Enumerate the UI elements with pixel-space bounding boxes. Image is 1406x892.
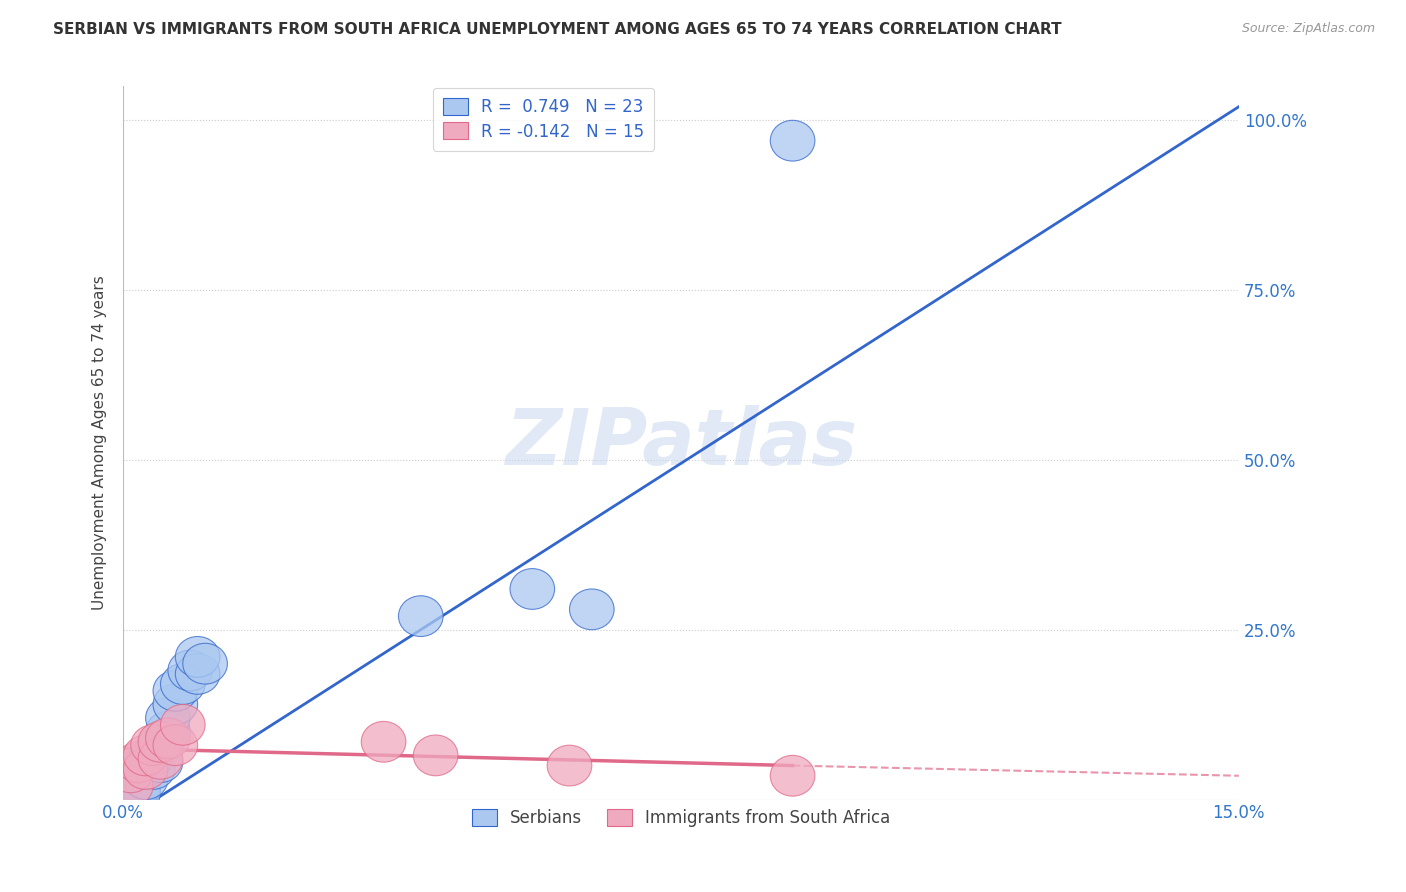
Ellipse shape xyxy=(115,742,160,782)
Ellipse shape xyxy=(115,765,160,806)
Ellipse shape xyxy=(138,725,183,765)
Ellipse shape xyxy=(153,684,198,725)
Ellipse shape xyxy=(770,756,815,797)
Ellipse shape xyxy=(176,654,219,694)
Ellipse shape xyxy=(153,671,198,711)
Ellipse shape xyxy=(124,735,167,776)
Ellipse shape xyxy=(138,739,183,779)
Ellipse shape xyxy=(146,711,190,752)
Text: ZIPatlas: ZIPatlas xyxy=(505,405,858,481)
Ellipse shape xyxy=(108,752,153,793)
Ellipse shape xyxy=(176,637,219,677)
Ellipse shape xyxy=(153,725,198,765)
Ellipse shape xyxy=(108,776,153,816)
Ellipse shape xyxy=(361,722,406,762)
Ellipse shape xyxy=(131,748,176,789)
Ellipse shape xyxy=(124,748,167,789)
Ellipse shape xyxy=(138,742,183,782)
Ellipse shape xyxy=(131,725,176,765)
Ellipse shape xyxy=(108,765,153,806)
Ellipse shape xyxy=(167,650,212,690)
Ellipse shape xyxy=(569,589,614,630)
Ellipse shape xyxy=(146,698,190,739)
Ellipse shape xyxy=(770,120,815,161)
Ellipse shape xyxy=(124,759,167,799)
Legend: Serbians, Immigrants from South Africa: Serbians, Immigrants from South Africa xyxy=(465,803,897,834)
Ellipse shape xyxy=(124,745,167,786)
Ellipse shape xyxy=(146,718,190,759)
Ellipse shape xyxy=(160,705,205,745)
Ellipse shape xyxy=(131,735,176,776)
Ellipse shape xyxy=(108,769,153,810)
Text: Source: ZipAtlas.com: Source: ZipAtlas.com xyxy=(1241,22,1375,36)
Ellipse shape xyxy=(510,568,554,609)
Text: SERBIAN VS IMMIGRANTS FROM SOUTH AFRICA UNEMPLOYMENT AMONG AGES 65 TO 74 YEARS C: SERBIAN VS IMMIGRANTS FROM SOUTH AFRICA … xyxy=(53,22,1062,37)
Ellipse shape xyxy=(413,735,458,776)
Ellipse shape xyxy=(183,643,228,684)
Ellipse shape xyxy=(398,596,443,637)
Ellipse shape xyxy=(160,664,205,705)
Ellipse shape xyxy=(115,772,160,814)
Ellipse shape xyxy=(138,722,183,762)
Ellipse shape xyxy=(547,745,592,786)
Y-axis label: Unemployment Among Ages 65 to 74 years: Unemployment Among Ages 65 to 74 years xyxy=(93,276,107,610)
